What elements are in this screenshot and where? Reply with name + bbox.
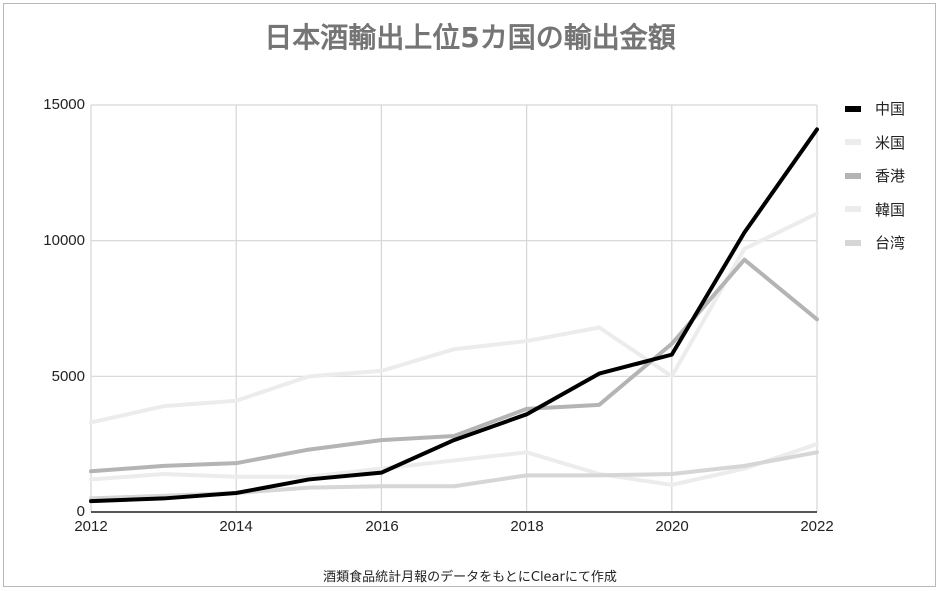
legend-label: 韓国 bbox=[875, 200, 906, 219]
legend-label: 香港 bbox=[875, 167, 906, 186]
legend-swatch-icon bbox=[845, 206, 861, 213]
legend-item-usa[interactable]: 米国 bbox=[845, 126, 905, 160]
x-tick-label: 2020 bbox=[655, 518, 689, 535]
source-footnote: 酒類食品統計月報のデータをもとにClearにて作成 bbox=[323, 570, 617, 585]
x-tick-label: 2014 bbox=[219, 518, 253, 535]
y-tick-label: 15000 bbox=[43, 96, 85, 113]
legend-label: 台湾 bbox=[875, 234, 906, 253]
y-tick-label: 5000 bbox=[51, 368, 85, 385]
legend-item-hongkong[interactable]: 香港 bbox=[845, 159, 905, 193]
y-tick-label: 0 bbox=[76, 503, 85, 520]
legend-item-china[interactable]: 中国 bbox=[845, 92, 905, 126]
legend-item-taiwan[interactable]: 台湾 bbox=[845, 226, 905, 260]
series-line bbox=[89, 127, 819, 504]
series-line bbox=[89, 442, 819, 487]
series-line bbox=[89, 211, 819, 425]
chart-title: 日本酒輸出上位5カ国の輸出金額 bbox=[264, 21, 676, 54]
y-tick-label: 10000 bbox=[43, 232, 85, 249]
legend-label: 中国 bbox=[875, 100, 906, 119]
legend-label: 米国 bbox=[875, 133, 906, 152]
legend-swatch-icon bbox=[845, 139, 861, 146]
x-tick-label: 2012 bbox=[74, 518, 108, 535]
legend: 中国 米国 香港 韓国 台湾 bbox=[845, 92, 905, 260]
x-tick-label: 2018 bbox=[510, 518, 544, 535]
x-tick-label: 2016 bbox=[365, 518, 399, 535]
legend-item-korea[interactable]: 韓国 bbox=[845, 193, 905, 227]
chart-frame bbox=[3, 3, 936, 587]
legend-swatch-icon bbox=[845, 239, 861, 246]
x-tick-label: 2022 bbox=[800, 518, 834, 535]
legend-swatch-icon bbox=[845, 172, 861, 179]
legend-swatch-icon bbox=[845, 105, 861, 112]
